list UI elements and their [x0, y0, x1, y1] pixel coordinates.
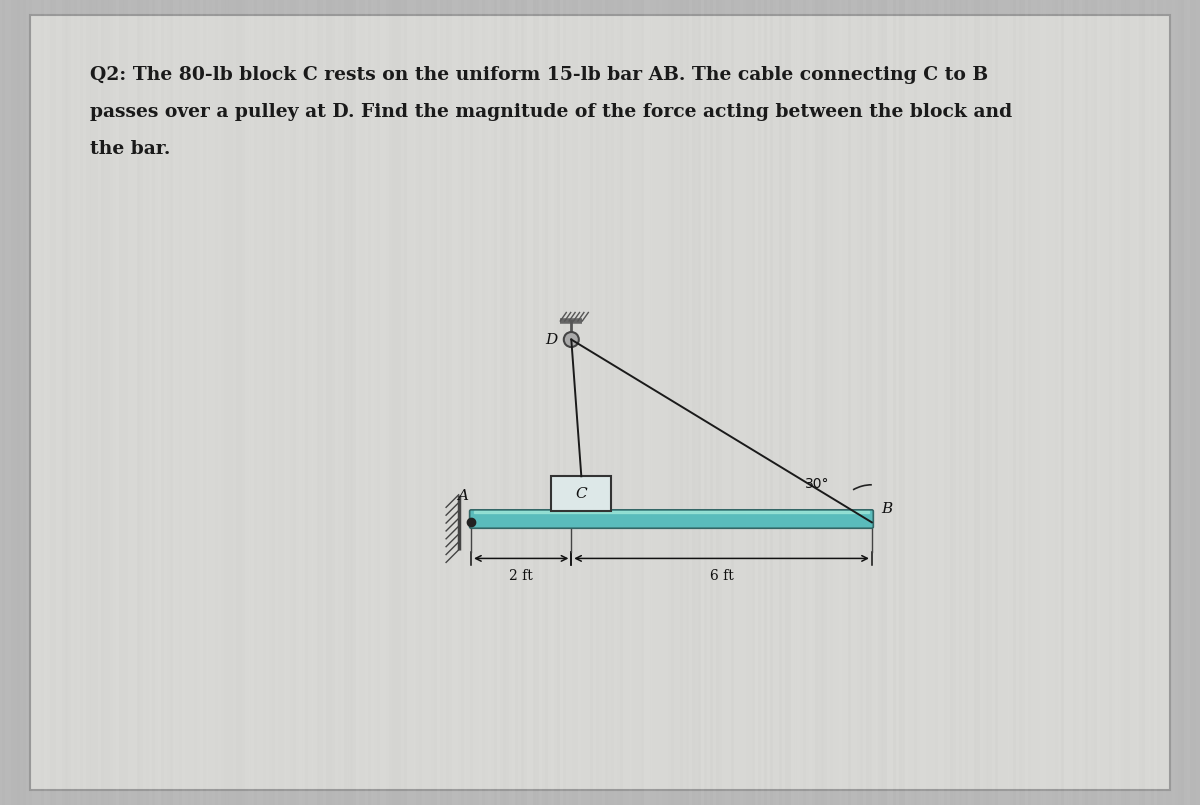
Text: 6 ft: 6 ft — [709, 569, 733, 584]
Text: Q2: The 80-lb block C rests on the uniform 15-lb bar AB. The cable connecting C : Q2: The 80-lb block C rests on the unifo… — [90, 66, 988, 84]
FancyBboxPatch shape — [469, 510, 874, 528]
Text: passes over a pulley at D. Find the magnitude of the force acting between the bl: passes over a pulley at D. Find the magn… — [90, 103, 1013, 121]
Text: C: C — [576, 487, 587, 501]
Text: A: A — [457, 489, 469, 503]
Text: the bar.: the bar. — [90, 140, 170, 158]
Circle shape — [564, 332, 578, 347]
Text: 30°: 30° — [804, 477, 829, 491]
Bar — [551, 477, 611, 511]
Text: 2 ft: 2 ft — [509, 569, 533, 584]
Text: B: B — [881, 502, 892, 516]
Text: D: D — [545, 332, 557, 346]
FancyBboxPatch shape — [30, 15, 1170, 790]
